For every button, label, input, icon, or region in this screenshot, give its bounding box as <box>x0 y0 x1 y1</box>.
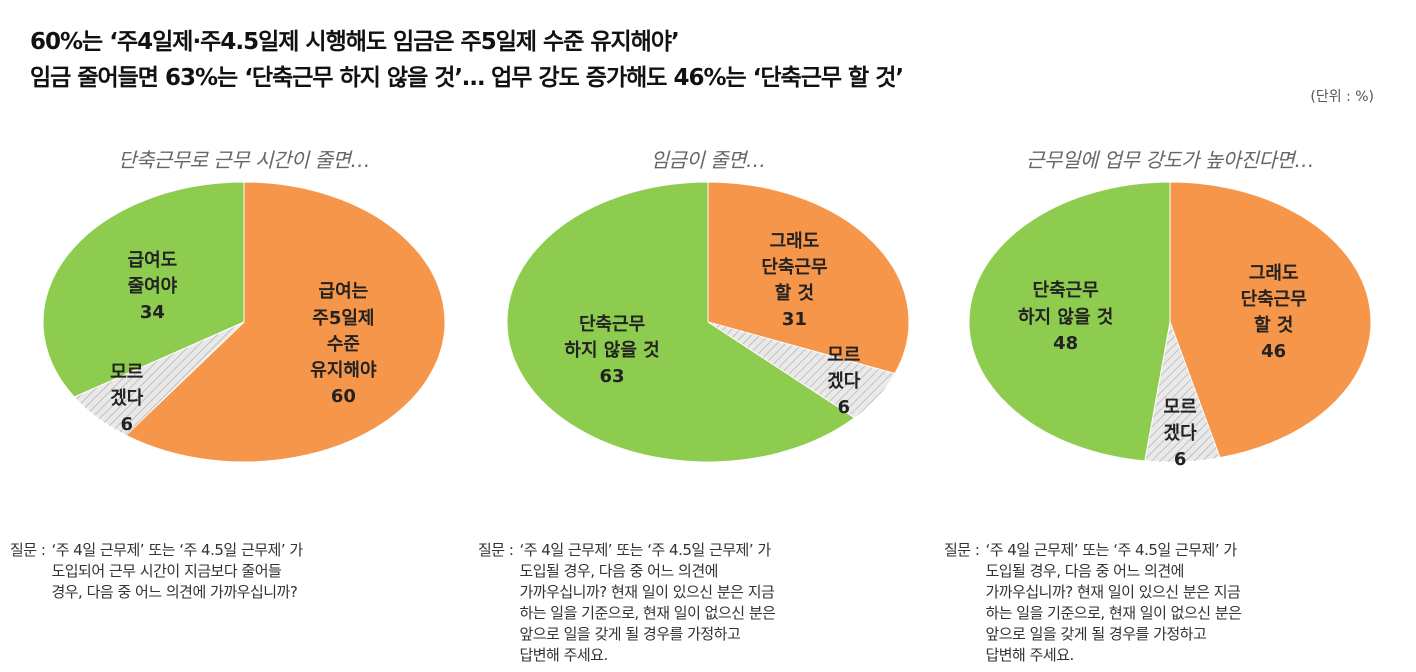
slice-label: 단축근무 하지 않을 것 48 <box>1018 278 1113 356</box>
category-label: 모르 겠다 <box>1163 396 1197 444</box>
slice-label: 모르 겠다 6 <box>827 343 860 421</box>
question: 질문 : ‘주 4일 근무제’ 또는 ‘주 4.5일 근무제’ 가 도입될 경우,… <box>944 540 1242 666</box>
category-label: 급여는 주5일제 수준 유지해야 <box>310 281 377 381</box>
chart-subtitle: 근무일에 업무 강도가 높아진다면… <box>1026 148 1314 172</box>
value-label: 63 <box>599 365 625 387</box>
category-label: 단축근무 하지 않을 것 <box>564 313 660 361</box>
pie-slice <box>124 181 446 463</box>
unit-label: (단위 : %) <box>1310 89 1374 105</box>
pie-slice <box>1169 181 1372 459</box>
slice-label: 그래도 단축근무 할 것 46 <box>1241 261 1307 365</box>
value-label: 6 <box>1173 448 1187 470</box>
value-label: 60 <box>330 385 356 407</box>
slice-label: 급여는 주5일제 수준 유지해야 60 <box>310 279 376 409</box>
category-label: 그래도 단축근무 할 것 <box>1240 262 1307 336</box>
category-label: 모르 겠다 <box>827 344 861 392</box>
category-label: 급여도 줄여야 <box>127 249 178 297</box>
value-label: 34 <box>139 301 165 323</box>
question: 질문 : ‘주 4일 근무제’ 또는 ‘주 4.5일 근무제’ 가 도입되어 근무… <box>10 540 303 603</box>
pie-slice <box>506 181 856 463</box>
value-label: 6 <box>837 397 851 419</box>
slice-label: 단축근무 하지 않을 것 63 <box>564 312 659 390</box>
slice-label: 모르 겠다 6 <box>110 360 143 438</box>
question: 질문 : ‘주 4일 근무제’ 또는 ‘주 4.5일 근무제’ 가 도입될 경우,… <box>478 540 776 666</box>
slice-hatch <box>74 322 244 436</box>
question-label: 질문 : <box>10 541 46 559</box>
question-text: ‘주 4일 근무제’ 또는 ‘주 4.5일 근무제’ 가 도입되어 근무 시간이… <box>51 541 303 601</box>
title-line: 60%는 ‘주4일제·주4.5일제 시행해도 임금은 주5일제 수준 유지해야’ <box>30 29 680 55</box>
value-label: 31 <box>781 309 807 331</box>
question-text: ‘주 4일 근무제’ 또는 ‘주 4.5일 근무제’ 가 도입될 경우, 다음 … <box>519 541 776 664</box>
category-label: 모르 겠다 <box>110 361 144 409</box>
chart-subtitle: 단축근무로 근무 시간이 줄면… <box>118 148 370 172</box>
category-label: 단축근무 하지 않을 것 <box>1018 280 1114 328</box>
slice-hatch <box>708 322 895 418</box>
value-label: 46 <box>1261 340 1287 362</box>
value-label: 6 <box>120 413 134 435</box>
value-label: 48 <box>1053 332 1079 354</box>
category-label: 그래도 단축근무 할 것 <box>761 230 828 305</box>
slice-label: 급여도 줄여야 34 <box>128 248 178 326</box>
chart-subtitle: 임금이 줄면… <box>650 148 766 172</box>
slice-label: 그래도 단축근무 할 것 31 <box>761 229 827 333</box>
pie-slice <box>42 181 245 398</box>
question-label: 질문 : <box>478 541 514 559</box>
slice-hatch <box>1144 322 1220 462</box>
question-label: 질문 : <box>944 541 980 559</box>
question-text: ‘주 4일 근무제’ 또는 ‘주 4.5일 근무제’ 가 도입될 경우, 다음 … <box>985 541 1242 664</box>
pie-slice <box>968 181 1171 462</box>
title-line: 임금 줄어들면 63%는 ‘단축근무 하지 않을 것’… 업무 강도 증가해도 … <box>30 65 904 91</box>
pie-slice <box>707 181 910 375</box>
slice-label: 모르 겠다 6 <box>1164 395 1197 473</box>
